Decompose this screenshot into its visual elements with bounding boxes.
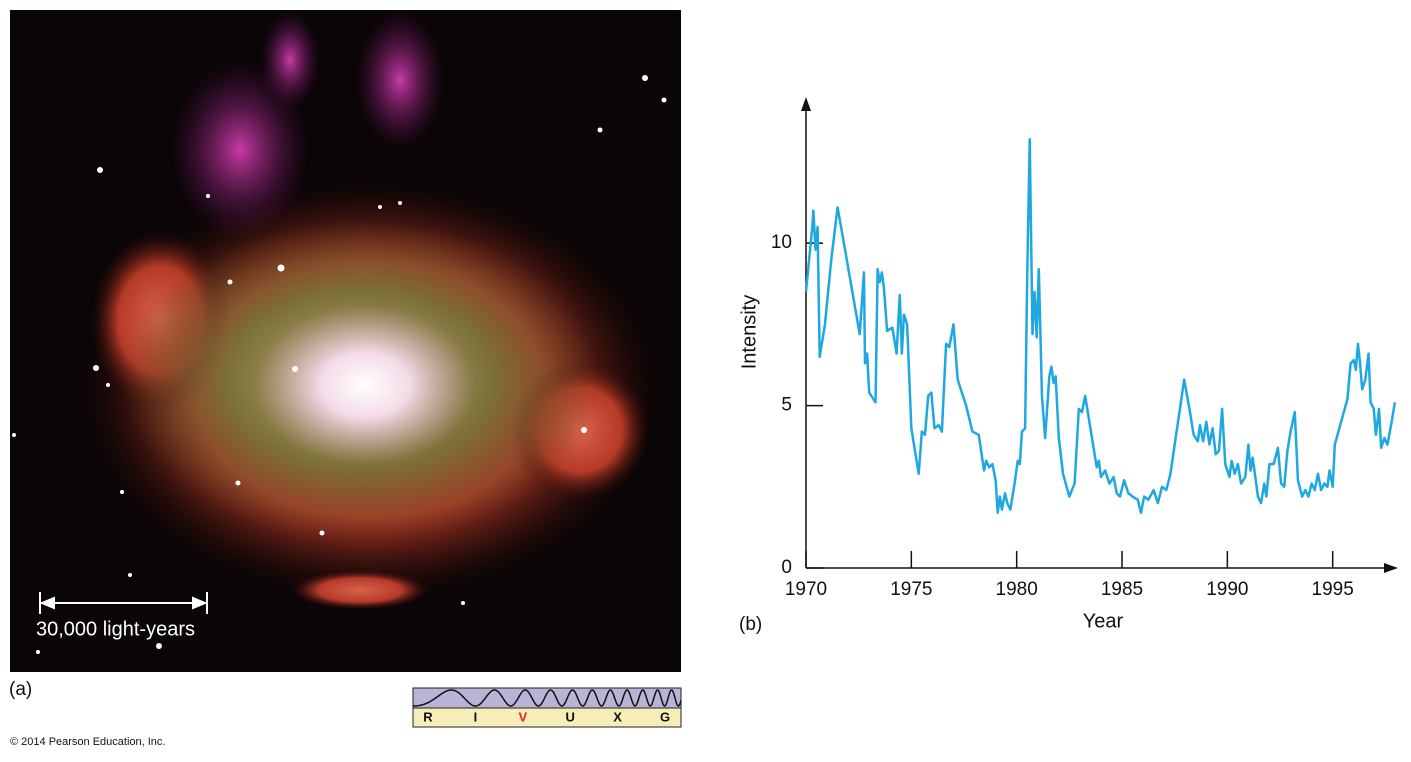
x-tick-label: 1985: [1101, 579, 1143, 600]
x-tick-label: 1970: [785, 579, 827, 600]
y-axis-arrow: [801, 97, 811, 111]
credit: © 2014 Pearson Education, Inc.: [10, 736, 165, 748]
y-tick-label: 10: [771, 232, 792, 253]
data-line: [804, 137, 1397, 515]
x-tick-label: 1980: [996, 579, 1038, 600]
spectrum-letter: X: [613, 709, 622, 724]
y-tick-label: 5: [781, 395, 792, 416]
y-tick-label: 0: [781, 557, 792, 578]
scale-bar-label: 30,000 light-years: [36, 618, 195, 640]
spectrum-letter: R: [423, 709, 433, 724]
x-axis-arrow: [1384, 563, 1398, 573]
spectrum-wave: [413, 689, 682, 707]
x-axis-title: Year: [1083, 610, 1124, 632]
x-tick-label: 1975: [890, 579, 932, 600]
x-tick-label: 1995: [1312, 579, 1354, 600]
panel-label: (b): [739, 614, 762, 635]
galaxy-image: 30,000 light-years: [10, 10, 681, 672]
spectrum-letter: V: [518, 709, 527, 724]
spectrum-letter: U: [566, 709, 575, 724]
panel-label: (a): [9, 679, 32, 700]
spectrum-letter: I: [474, 709, 478, 724]
y-axis-title: Intensity: [738, 295, 760, 369]
spectrum-letter: G: [660, 709, 670, 724]
x-tick-label: 1990: [1206, 579, 1248, 600]
